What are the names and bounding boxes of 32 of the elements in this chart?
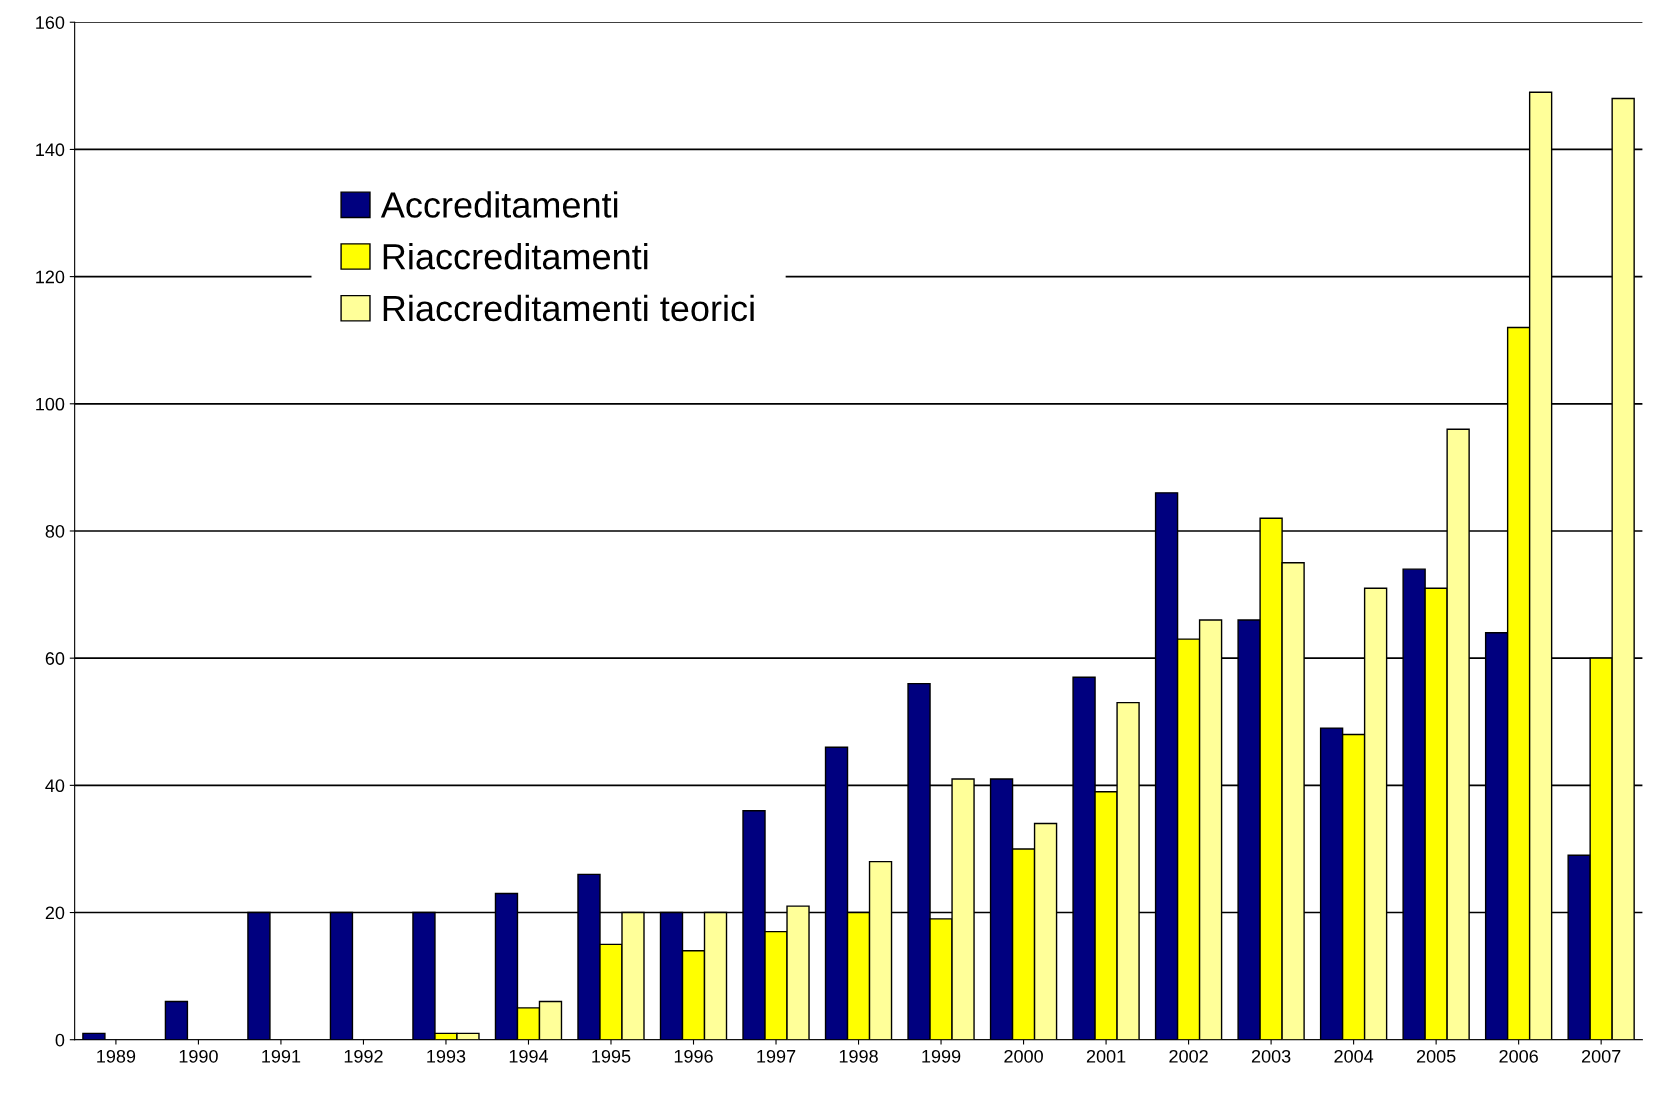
x-tick-label: 1991 (262, 1049, 301, 1063)
y-tick-label: 100 (36, 397, 65, 411)
y-tick-label: 140 (36, 143, 65, 157)
x-tick-label: 2007 (1581, 1049, 1621, 1063)
x-tick-label: 1997 (757, 1049, 796, 1063)
x-tick-label: 1996 (674, 1049, 713, 1063)
legend-label: Riaccreditamenti teorici (383, 294, 754, 322)
x-tick-label: 2004 (1334, 1049, 1374, 1063)
x-tick-label: 1999 (922, 1049, 961, 1063)
x-tick-label: 1998 (839, 1049, 878, 1063)
x-tick-label: 2002 (1169, 1049, 1208, 1063)
x-tick-label: 1992 (344, 1049, 383, 1063)
legend-label: Accreditamenti (380, 191, 618, 218)
x-tick-label: 1994 (509, 1049, 549, 1063)
legend-label: Riaccreditamenti (383, 243, 648, 270)
y-tick-label: 60 (45, 652, 65, 665)
x-tick-label: 2003 (1251, 1049, 1291, 1063)
y-tick-label: 120 (36, 270, 65, 284)
y-tick-label: 20 (45, 906, 65, 920)
bar (164, 1000, 189, 1040)
x-tick-label: 2006 (1499, 1049, 1538, 1063)
x-tick-label: 2005 (1416, 1049, 1456, 1063)
y-tick-label: 160 (36, 16, 65, 29)
y-tick-label: 40 (45, 779, 65, 793)
y-tick-label: 0 (55, 1033, 65, 1047)
x-tick-label: 2000 (1004, 1049, 1043, 1063)
x-tick-label: 2001 (1086, 1049, 1126, 1063)
x-tick-label: 1989 (97, 1049, 136, 1063)
x-tick-label: 1995 (592, 1049, 631, 1063)
x-tick-label: 1993 (427, 1049, 466, 1063)
y-tick-label: 80 (45, 524, 65, 538)
x-tick-label: 1990 (179, 1049, 218, 1063)
